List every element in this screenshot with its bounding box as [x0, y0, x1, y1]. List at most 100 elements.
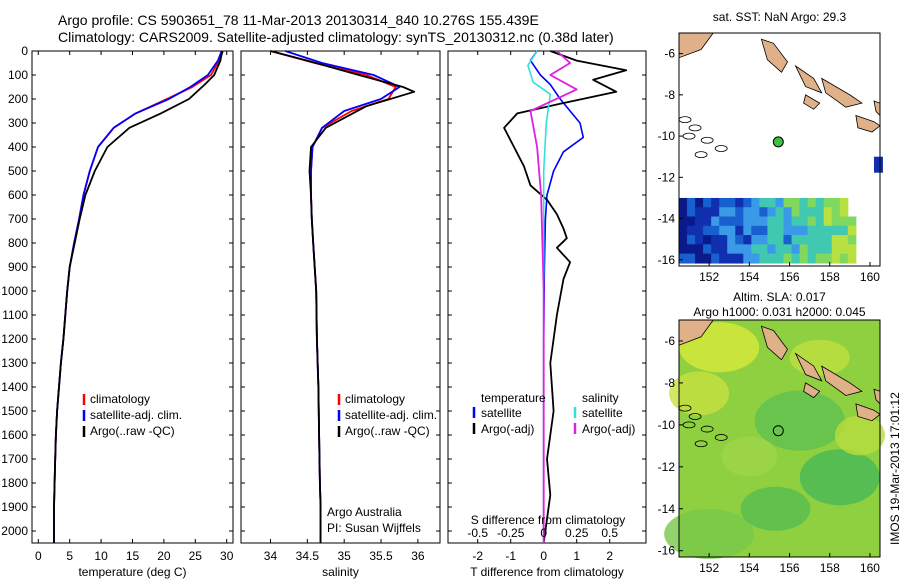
- sla-map-land: [760, 325, 788, 361]
- sst-map-cell: [839, 253, 849, 264]
- depth-tick-label: 300: [8, 116, 28, 130]
- sst-map-cell: [815, 244, 825, 255]
- sst-map-ytick-label: -8: [664, 88, 675, 102]
- sst-map-cell: [679, 207, 688, 218]
- sst-map-cell: [695, 197, 704, 208]
- depth-tick-label: 1900: [1, 500, 28, 514]
- difference-xtick-label: -1: [505, 549, 516, 563]
- diff-s-label: S difference from climatology: [471, 513, 626, 527]
- difference-xlabel: T difference from climatology: [470, 565, 624, 579]
- sal-legend-label: Argo(..raw -QC): [345, 424, 430, 438]
- sla-map-reef: [714, 434, 728, 441]
- salinity-frame: [240, 50, 441, 544]
- sst-map-cell: [759, 216, 768, 227]
- depth-tick-label: 1700: [1, 452, 28, 466]
- sst-map-cell: [751, 216, 760, 227]
- sst-map-cell: [759, 225, 768, 236]
- sst-map-cell: [751, 197, 760, 208]
- sst-map-cell: [807, 225, 817, 236]
- sla-map-xtick-label: 152: [699, 561, 719, 575]
- sla-map-reef: [694, 440, 708, 448]
- sst-map-cell: [743, 197, 752, 208]
- sla-map-reef: [700, 425, 714, 433]
- sst-map-cell: [703, 244, 712, 255]
- sst-map-cell: [839, 235, 849, 245]
- sla-map-frame: [678, 319, 881, 558]
- sst-map-cell: [743, 235, 752, 245]
- salinity-xtick-label: 34.5: [296, 549, 320, 563]
- sst-map-cell: [831, 235, 841, 245]
- sst-map-cell: [847, 253, 857, 264]
- temp-legend-label: Argo(..raw -QC): [90, 424, 175, 438]
- sst-map-cell: [831, 244, 841, 255]
- sla-map-ytick-label: -6: [664, 334, 675, 348]
- sst-map-cell: [711, 197, 720, 208]
- depth-tick-label: 0: [21, 44, 28, 58]
- sst-map-cell: [751, 207, 760, 218]
- sst-map-cell: [679, 225, 688, 236]
- sst-map-cell: [807, 207, 817, 218]
- sst-map-cell: [767, 207, 776, 218]
- sst-map-cell: [799, 207, 809, 218]
- sst-map-cell: [783, 216, 793, 227]
- sst-map-cell: [839, 225, 849, 236]
- sst-map-cell: [759, 253, 768, 264]
- sst-map-cell: [799, 244, 809, 255]
- salinity-line-satellite: [284, 50, 401, 543]
- sst-map-cell: [711, 225, 720, 236]
- sst-map-reef: [682, 132, 696, 140]
- sst-map-cell: [815, 216, 825, 227]
- sst-map-xtick-label: 160: [860, 270, 880, 284]
- sla-map-reef: [688, 413, 702, 420]
- sst-map-cell: [823, 225, 833, 236]
- sst-map-cell: [743, 244, 752, 255]
- difference-frame: [447, 50, 647, 544]
- diff-legend-s-label: Argo(-adj): [582, 422, 635, 436]
- sst-map-xtick-label: 156: [780, 270, 800, 284]
- sst-map-cell: [687, 216, 696, 227]
- depth-tick-label: 100: [8, 68, 28, 82]
- sst-map-cell: [719, 235, 728, 245]
- sst-map-cell: [679, 197, 688, 208]
- sst-map-cell: [743, 207, 752, 218]
- sst-map-cell: [703, 197, 712, 208]
- depth-tick-label: 1500: [1, 404, 28, 418]
- sst-map-ytick-label: -14: [658, 212, 676, 226]
- sla-map-xtick-label: 156: [780, 561, 800, 575]
- sst-map-cell: [799, 253, 809, 264]
- sst-map-cell: [791, 216, 801, 227]
- sst-map-reef: [700, 136, 714, 144]
- sla-map-land: [794, 352, 823, 382]
- sla-map-ytick-label: -14: [658, 502, 676, 516]
- sst-map-cell: [719, 197, 728, 208]
- sst-map-cell: [711, 216, 720, 227]
- sst-map-land: [803, 94, 821, 110]
- sla-map-title1: Altim. SLA: 0.017: [733, 290, 826, 304]
- sst-map-cell: [687, 197, 696, 208]
- sst-map-xtick-label: 154: [739, 270, 759, 284]
- sst-map-cell: [807, 197, 817, 208]
- sal-legend-label: satellite-adj. clim.: [345, 408, 437, 422]
- sst-map-cell: [767, 244, 776, 255]
- sst-map-cell: [759, 197, 768, 208]
- sst-map-cell: [759, 207, 768, 218]
- temperature-xtick-label: 5: [66, 549, 73, 563]
- sst-map-cell: [847, 216, 857, 227]
- depth-tick-label: 1800: [1, 476, 28, 490]
- sst-map-cell: [783, 225, 793, 236]
- sst-map-cell: [711, 235, 720, 245]
- sst-map-cell: [735, 225, 744, 236]
- salinity-xlabel: salinity: [322, 565, 359, 579]
- sst-map-cell: [719, 216, 728, 227]
- sst-map-cell: [767, 225, 776, 236]
- sst-map-cell: [873, 156, 883, 173]
- sla-map-field: [721, 436, 778, 477]
- sst-map-cell: [807, 244, 817, 255]
- sst-map-ytick-label: -12: [658, 170, 676, 184]
- sst-map-cell: [735, 197, 744, 208]
- sst-map-cell: [687, 225, 696, 236]
- sst-map-cell: [799, 225, 809, 236]
- depth-tick-label: 500: [8, 164, 28, 178]
- sst-map-cell: [759, 244, 768, 255]
